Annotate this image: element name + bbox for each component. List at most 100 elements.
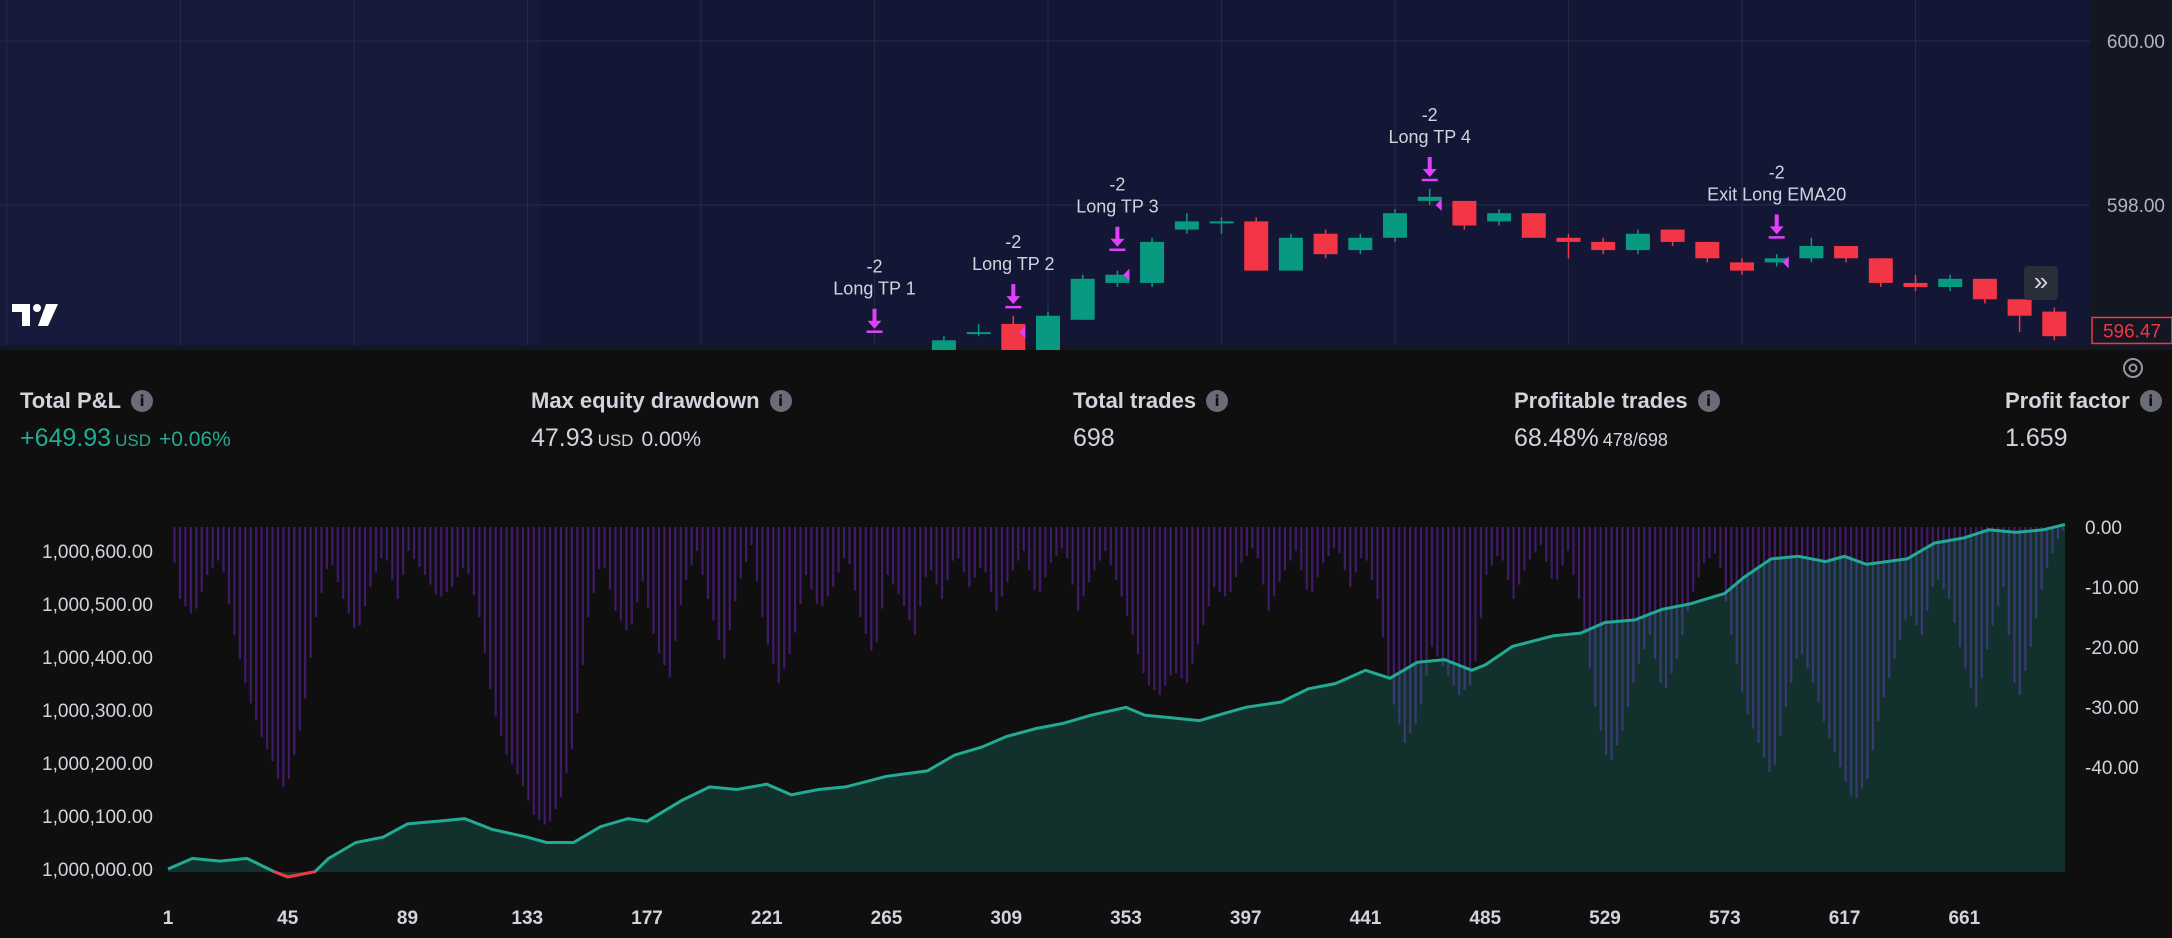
candle-body[interactable] (2042, 311, 2067, 337)
info-icon[interactable]: i (1697, 390, 1720, 412)
drawdown-bar (1202, 527, 1205, 626)
candle-body[interactable] (1487, 213, 1512, 222)
drawdown-bar (1066, 527, 1069, 559)
info-icon[interactable]: i (2139, 390, 2162, 412)
trade-number-tick-label: 177 (631, 908, 663, 929)
drawdown-bar (1300, 527, 1303, 571)
drawdown-bar (320, 527, 323, 593)
drawdown-bar (559, 527, 563, 797)
drawdown-bar (783, 527, 786, 669)
drawdown-bar (374, 527, 378, 573)
equity-drawdown-chart[interactable]: 1,000,600.00 1,000,500.00 1,000,400.00 1,00… (0, 510, 2172, 938)
drawdown-bar (538, 527, 541, 820)
candle-body[interactable] (1556, 237, 1581, 242)
drawdown-bar (1213, 527, 1216, 587)
drawdown-bar (494, 527, 497, 717)
drawdown-bar (1376, 527, 1379, 599)
drawdown-bar (1915, 527, 1918, 626)
candle-body[interactable] (931, 340, 956, 350)
drawdown-bar (924, 527, 927, 578)
drawdown-bar (500, 527, 503, 736)
trade-marker-label: Long TP 1 (833, 279, 915, 299)
chart-settings-gear-icon[interactable] (2120, 355, 2146, 381)
drawdown-bar (1044, 527, 1047, 578)
drawdown-axis-tick-label: -30.00 (2085, 698, 2139, 719)
candle-body[interactable] (1140, 241, 1165, 283)
candle-body[interactable] (1695, 241, 1720, 259)
candle-body[interactable] (1730, 262, 1754, 271)
drawdown-bar (353, 527, 356, 628)
drawdown-bar (265, 527, 269, 749)
info-icon[interactable]: i (1206, 390, 1229, 412)
candle-body[interactable] (1591, 241, 1616, 251)
scroll-to-realtime-button[interactable]: » (2024, 266, 2058, 300)
candle-body[interactable] (1938, 278, 1963, 287)
drawdown-bar (2013, 527, 2016, 683)
candle-body[interactable] (1383, 213, 1407, 238)
metric-profitable-trades: Profitable trades i 68.48% 478/698 (1514, 388, 1720, 453)
drawdown-bar (206, 527, 209, 575)
candle-body[interactable] (1209, 221, 1234, 224)
trade-number-tick-label: 221 (751, 908, 783, 929)
drawdown-bar (1387, 527, 1390, 676)
drawdown-bar (1234, 527, 1238, 578)
drawdown-bar (1294, 527, 1297, 551)
drawdown-bar (1708, 527, 1711, 559)
candle-body[interactable] (1417, 196, 1442, 201)
drawdown-bar (832, 527, 835, 587)
drawdown-bar (1572, 527, 1575, 575)
equity-line[interactable] (167, 523, 2066, 879)
candle-body[interactable] (1834, 246, 1859, 259)
drawdown-bar (1757, 527, 1760, 743)
drawdown-bar (1256, 527, 1259, 559)
candle-body[interactable] (1278, 237, 1303, 271)
candle-body[interactable] (1070, 278, 1095, 320)
trade-marker-label: -2 (1422, 105, 1438, 125)
candle-body[interactable] (1348, 237, 1373, 251)
candle-body[interactable] (1244, 221, 1269, 271)
drawdown-bar (1191, 527, 1194, 664)
candle-body[interactable] (1625, 233, 1650, 251)
candle-body[interactable] (1001, 323, 1026, 350)
metric-total-pnl-percent: +0.06% (158, 428, 231, 451)
candle-body[interactable] (1972, 278, 1997, 300)
drawdown-bar (1539, 527, 1542, 545)
trade-marker-label: -2 (1769, 162, 1785, 182)
candle-body[interactable] (1036, 315, 1060, 350)
candle-body[interactable] (1452, 200, 1477, 226)
drawdown-bar (1632, 527, 1635, 683)
trade-marker-label: -2 (1109, 175, 1125, 195)
exit-arrow-icon (1110, 226, 1125, 247)
candle-body[interactable] (1903, 282, 1928, 287)
candle-body[interactable] (1764, 258, 1789, 263)
candle-body[interactable] (1799, 246, 1824, 259)
candle-body[interactable] (1868, 258, 1893, 283)
drawdown-bar (1343, 527, 1346, 571)
drawdown-bar (842, 527, 846, 559)
drawdown-bar (325, 527, 329, 569)
drawdown-bar (412, 527, 416, 559)
candle-body[interactable] (1174, 221, 1199, 230)
drawdown-bar (195, 527, 198, 609)
drawdown-bar (696, 527, 699, 551)
drawdown-bar (1419, 527, 1423, 705)
info-icon[interactable]: i (769, 390, 792, 412)
candle-body[interactable] (1521, 213, 1546, 238)
candle-body[interactable] (1105, 274, 1130, 283)
drawdown-bar (837, 527, 840, 573)
drawdown-bar (1893, 527, 1896, 659)
info-icon[interactable]: i (131, 390, 154, 412)
equity-chart-canvas[interactable]: 1,000,600.00 1,000,500.00 1,000,400.00 1,00… (0, 510, 2172, 938)
candle-body[interactable] (1660, 229, 1685, 242)
candle-body[interactable] (2007, 299, 2032, 316)
drawdown-bar (1115, 527, 1118, 580)
candle-body[interactable] (1313, 233, 1338, 255)
drawdown-bar (1937, 527, 1940, 580)
trade-number-tick-label: 529 (1589, 908, 1621, 929)
candle-body[interactable] (966, 332, 991, 335)
metric-total-pnl-label: Total P&L (20, 388, 122, 413)
drawdown-bar (1670, 527, 1673, 674)
drawdown-bar (1605, 527, 1608, 755)
